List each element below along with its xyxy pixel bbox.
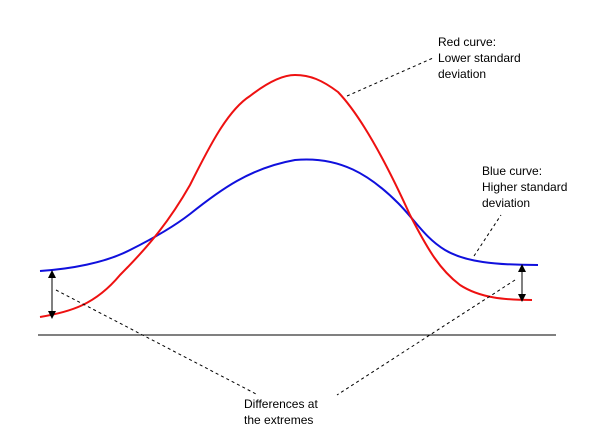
red-curve-label-line-3: deviation	[438, 67, 487, 81]
differences-label-line-2: the extremes	[244, 413, 314, 427]
blue-curve	[39, 158, 539, 272]
differences-leader-left	[55, 289, 259, 396]
blue-curve-label-line-3: deviation	[482, 196, 531, 210]
red-curve-label-line-2: Lower standard	[438, 51, 521, 65]
differences-label: Differences at the extremes	[244, 396, 318, 428]
red-curve-label: Red curve: Lower standard deviation	[438, 34, 521, 82]
blue-curve-label-line-1: Blue curve:	[482, 164, 543, 178]
red-curve-label-line-1: Red curve:	[438, 35, 497, 49]
blue-curve-leader-line	[473, 214, 502, 257]
red-curve	[39, 73, 533, 318]
differences-label-line-1: Differences at	[244, 397, 318, 411]
blue-curve-label: Blue curve: Higher standard deviation	[482, 163, 567, 211]
blue-curve-label-line-2: Higher standard	[482, 180, 568, 194]
differences-leader-right	[336, 279, 516, 396]
red-curve-leader-line	[346, 57, 434, 97]
